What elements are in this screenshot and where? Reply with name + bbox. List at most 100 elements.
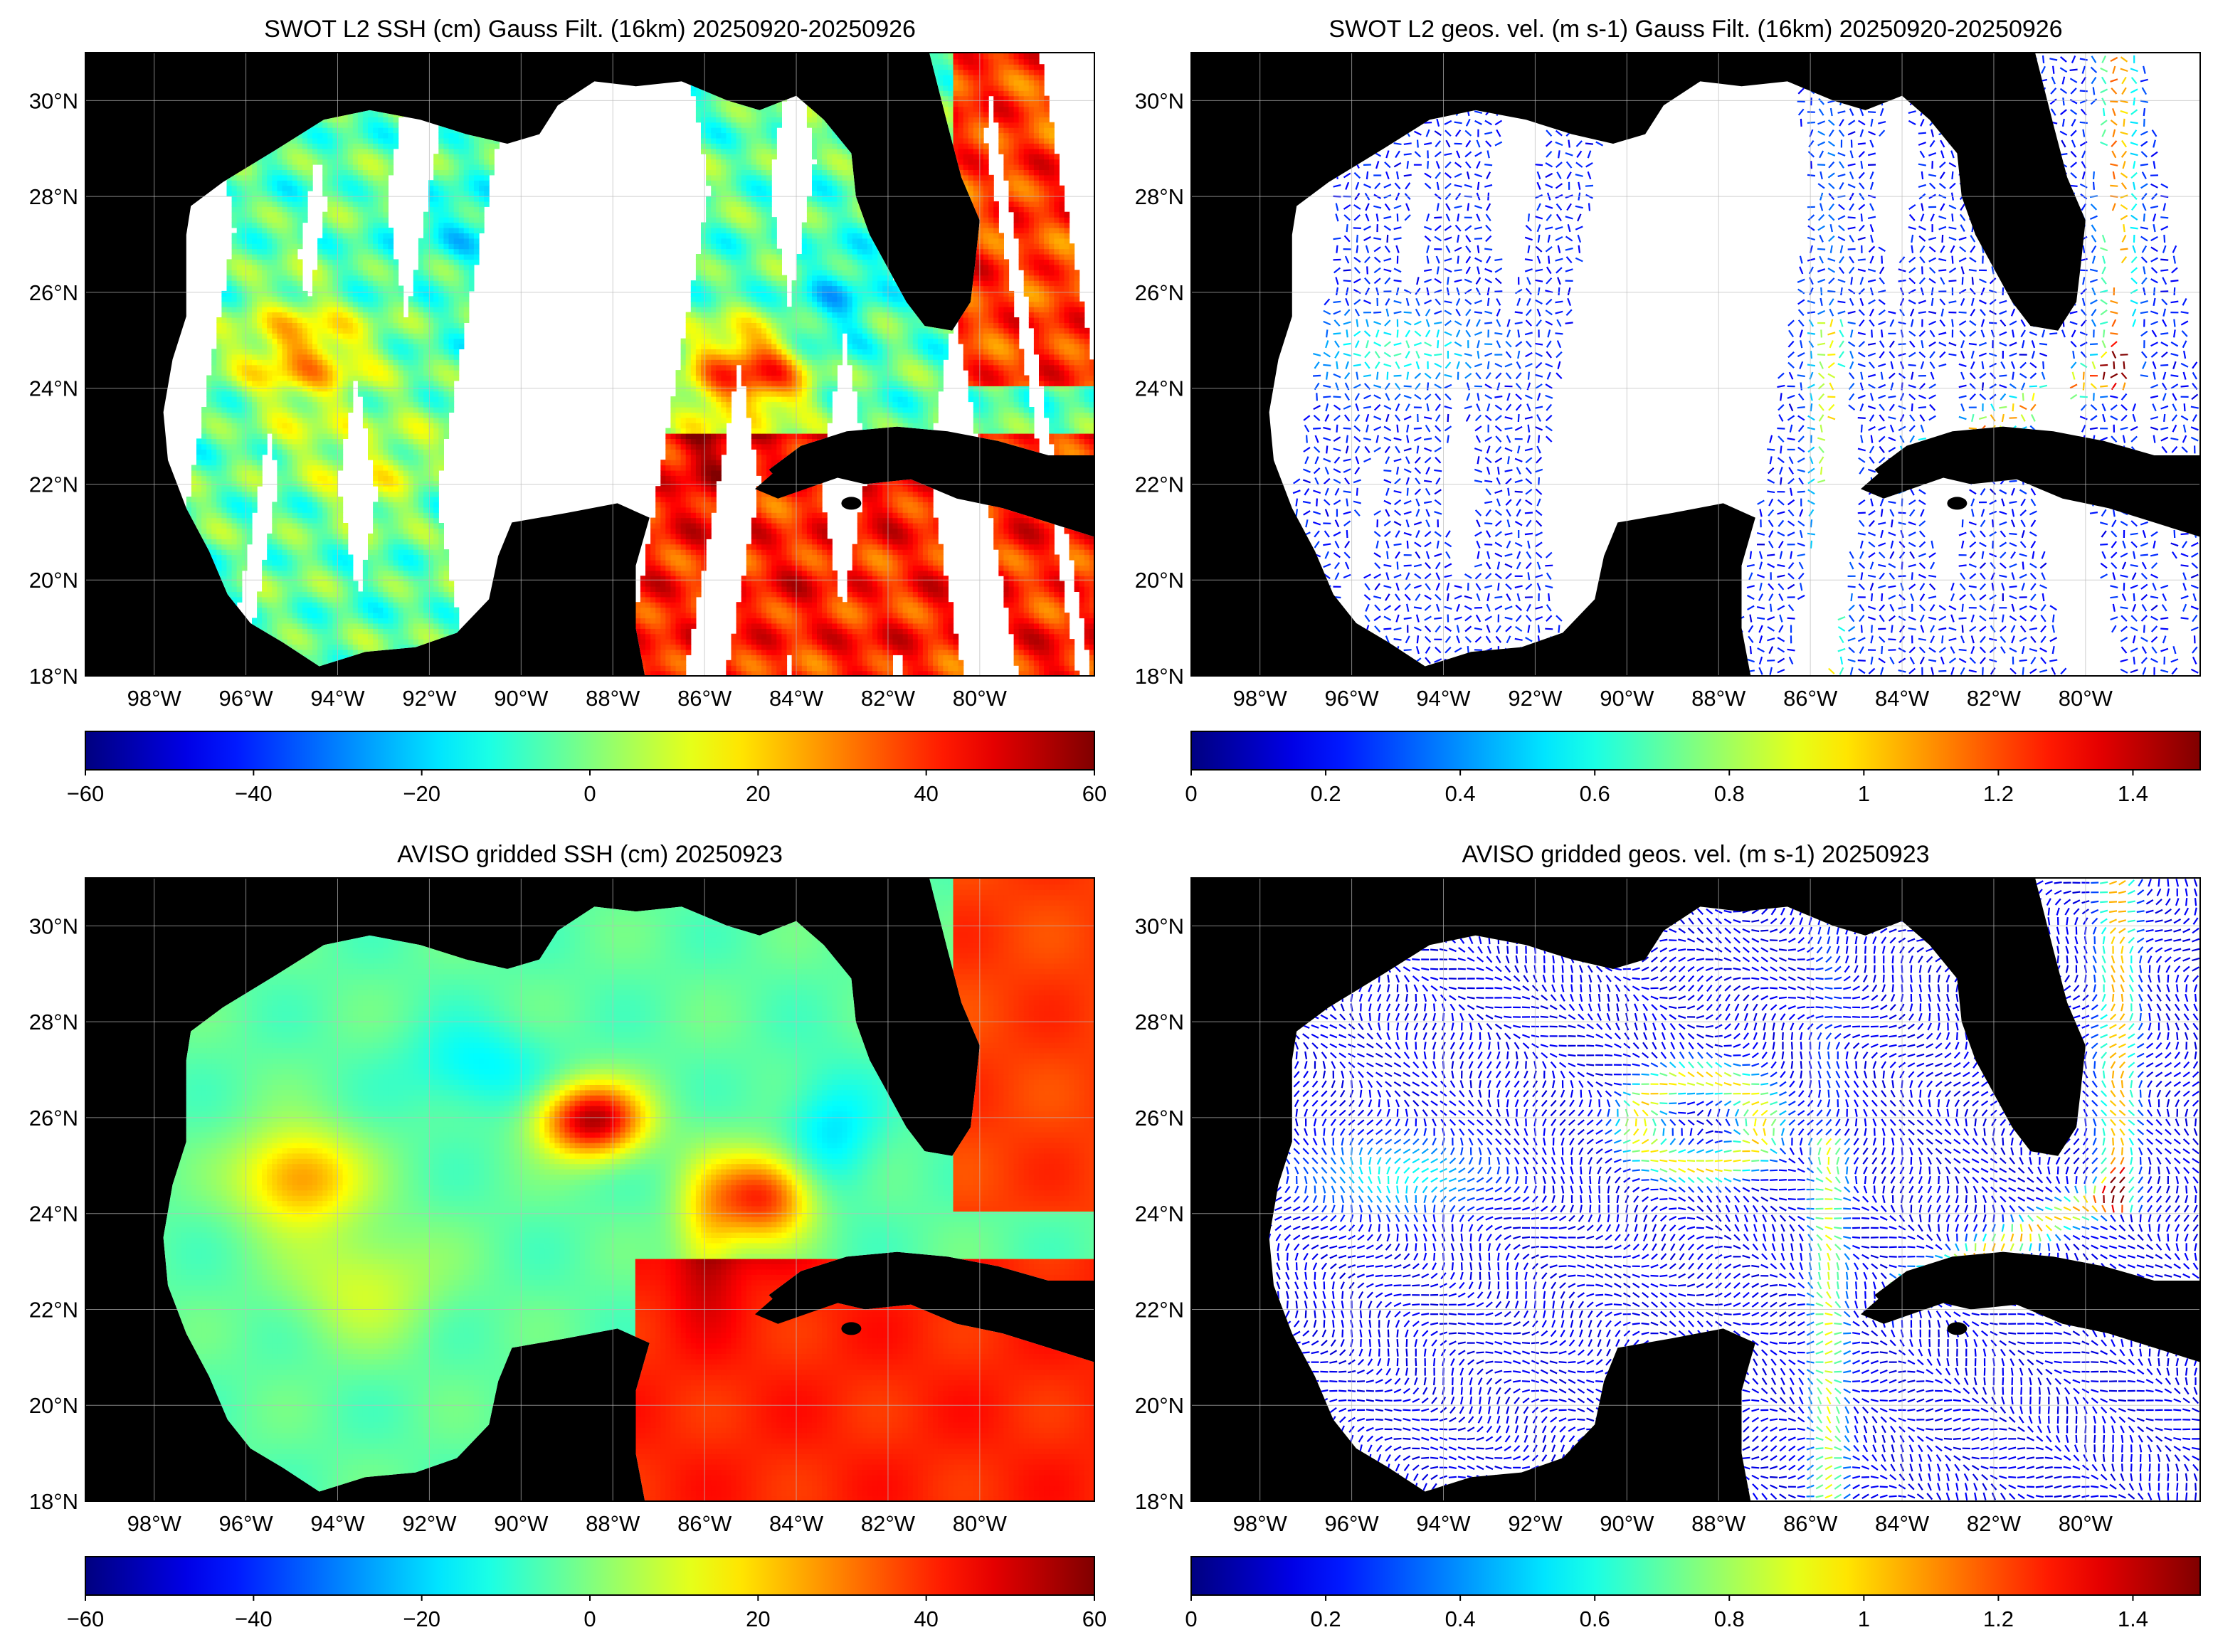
- colorbar-scale: [85, 1556, 1095, 1596]
- colorbar-tick-label: 1.4: [2118, 781, 2148, 806]
- lon-tick-label: 98°W: [1233, 1511, 1288, 1536]
- colorbar-tick-label: 0.2: [1311, 1606, 1341, 1631]
- colorbar-tick-label: −60: [67, 781, 105, 806]
- lon-tick-label: 96°W: [1325, 1511, 1380, 1536]
- lon-tick-label: 82°W: [861, 1511, 916, 1536]
- colorbar-tick-label: 60: [1082, 781, 1106, 806]
- lon-tick-label: 82°W: [1967, 686, 2022, 711]
- lon-tick-label: 92°W: [1508, 1511, 1563, 1536]
- colorbar-tick-label: 1.2: [1983, 1606, 2014, 1631]
- lat-tick-label: 26°N: [1135, 1106, 1184, 1131]
- lon-tick-label: 94°W: [310, 686, 365, 711]
- map-frame: [1190, 877, 2201, 1502]
- lat-tick-label: 18°N: [1135, 664, 1184, 689]
- lon-tick-label: 90°W: [1600, 686, 1654, 711]
- map-frame: [85, 877, 1095, 1502]
- cuba-land: [755, 431, 1094, 518]
- graticule: [1191, 53, 2200, 676]
- cuba-land: [1861, 1256, 2200, 1343]
- colorbar-tick-label: 40: [914, 1606, 938, 1631]
- colorbar-tick-label: 0: [1185, 1606, 1197, 1631]
- lat-tick-label: 26°N: [29, 280, 78, 305]
- lat-tick-label: 28°N: [29, 1010, 78, 1034]
- lat-tick-label: 24°N: [29, 1202, 78, 1227]
- lon-tick-label: 82°W: [1967, 1511, 2022, 1536]
- graticule: [85, 53, 1094, 676]
- graticule: [1191, 878, 2200, 1501]
- lat-tick-label: 24°N: [29, 376, 78, 401]
- lon-tick-label: 84°W: [1875, 1511, 1930, 1536]
- colorbar-tick-label: 0.8: [1714, 781, 1745, 806]
- lat-tick-label: 22°N: [29, 472, 78, 497]
- lat-tick-label: 24°N: [1135, 1202, 1184, 1227]
- lon-tick-label: 82°W: [861, 686, 916, 711]
- map-frame: [1190, 52, 2201, 677]
- colorbar-tick-label: 0.8: [1714, 1606, 1745, 1631]
- lon-tick-label: 90°W: [494, 686, 549, 711]
- lat-tick-label: 28°N: [1135, 184, 1184, 209]
- colorbar-tick-label: 1: [1858, 1606, 1870, 1631]
- colorbar-tick-label: 0.4: [1445, 1606, 1476, 1631]
- lat-tick-label: 28°N: [29, 184, 78, 209]
- lon-tick-label: 92°W: [402, 1511, 457, 1536]
- map-frame: [85, 52, 1095, 677]
- lon-tick-label: 88°W: [1691, 686, 1746, 711]
- panel-title: SWOT L2 SSH (cm) Gauss Filt. (16km) 2025…: [264, 16, 916, 43]
- lat-tick-label: 30°N: [1135, 88, 1184, 113]
- lat-tick-label: 20°N: [1135, 1393, 1184, 1418]
- colorbar: 0 0.2 0.4 0.6 0.8 1 1.2 1.4: [1185, 1556, 2201, 1631]
- colorbar-tick-label: 0.4: [1445, 781, 1476, 806]
- lon-tick-label: 80°W: [2059, 1511, 2113, 1536]
- lat-tick-label: 22°N: [1135, 472, 1184, 497]
- colorbar-tick-label: 60: [1082, 1606, 1106, 1631]
- lat-tick-label: 24°N: [1135, 376, 1184, 401]
- lat-tick-label: 30°N: [1135, 914, 1184, 938]
- cuba-land: [1861, 431, 2200, 518]
- lat-tick-label: 26°N: [29, 1106, 78, 1131]
- lon-tick-label: 80°W: [953, 1511, 1008, 1536]
- lon-tick-label: 90°W: [1600, 1511, 1654, 1536]
- lon-tick-label: 84°W: [1875, 686, 1930, 711]
- isla-de-la-juventud: [841, 1322, 862, 1335]
- lon-tick-label: 88°W: [586, 1511, 640, 1536]
- isla-de-la-juventud: [841, 497, 862, 510]
- colorbar: −60 −40 −20 0 20 40 60: [67, 1556, 1106, 1631]
- panel-title: AVISO gridded SSH (cm) 20250923: [397, 841, 783, 868]
- colorbar-tick-label: 0: [583, 1606, 596, 1631]
- lon-tick-label: 80°W: [2059, 686, 2113, 711]
- lon-tick-label: 94°W: [1416, 686, 1471, 711]
- lon-tick-label: 98°W: [1233, 686, 1288, 711]
- lon-tick-label: 96°W: [219, 1511, 274, 1536]
- lon-tick-label: 86°W: [677, 1511, 732, 1536]
- lon-tick-label: 92°W: [1508, 686, 1563, 711]
- colorbar-tick-label: 0.6: [1580, 781, 1610, 806]
- lat-tick-label: 18°N: [29, 1489, 78, 1514]
- lon-tick-label: 90°W: [494, 1511, 549, 1536]
- colorbar-tick-label: −20: [403, 781, 440, 806]
- lat-tick-label: 18°N: [29, 664, 78, 689]
- colorbar-scale: [85, 731, 1095, 771]
- colorbar-tick-label: 1.2: [1983, 781, 2014, 806]
- colorbar-scale: [1190, 1556, 2201, 1596]
- colorbar-tick-label: 0: [583, 781, 596, 806]
- lon-tick-label: 84°W: [769, 686, 824, 711]
- lon-tick-label: 92°W: [402, 686, 457, 711]
- lon-tick-label: 94°W: [310, 1511, 365, 1536]
- map-panel-1: SWOT L2 SSH (cm) Gauss Filt. (16km) 2025…: [29, 16, 1107, 806]
- lat-tick-label: 22°N: [1135, 1297, 1184, 1322]
- cuba-land: [755, 1256, 1094, 1343]
- colorbar-tick-label: 1: [1858, 781, 1870, 806]
- lat-tick-label: 30°N: [29, 88, 78, 113]
- lat-tick-label: 26°N: [1135, 280, 1184, 305]
- lon-tick-label: 96°W: [219, 686, 274, 711]
- colorbar-tick-label: 0: [1185, 781, 1197, 806]
- lat-tick-label: 20°N: [29, 1393, 78, 1418]
- isla-de-la-juventud: [1947, 1322, 1968, 1335]
- lat-tick-label: 22°N: [29, 1297, 78, 1322]
- lat-tick-label: 20°N: [1135, 568, 1184, 593]
- lon-tick-label: 94°W: [1416, 1511, 1471, 1536]
- colorbar-tick-label: 0.6: [1580, 1606, 1610, 1631]
- colorbar-tick-label: 40: [914, 781, 938, 806]
- lat-tick-label: 20°N: [29, 568, 78, 593]
